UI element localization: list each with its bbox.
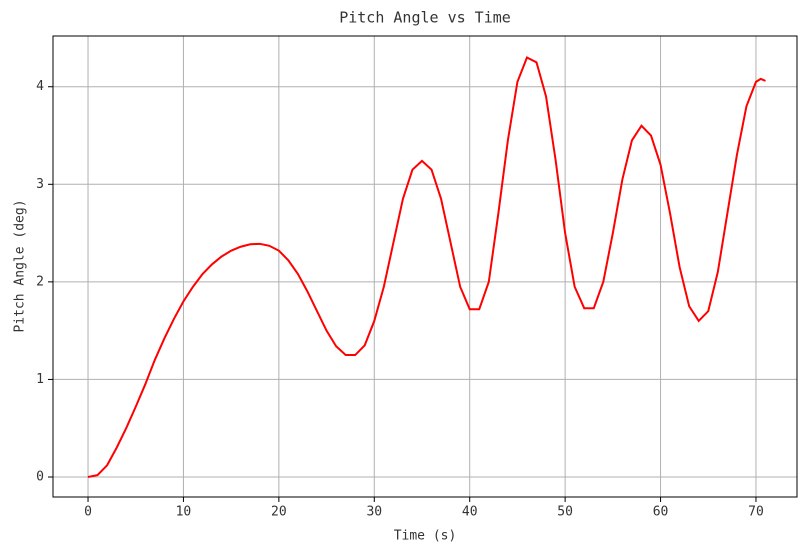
x-tick-label: 10: [176, 505, 192, 520]
x-axis-label: Time (s): [394, 529, 457, 544]
x-tick-label: 20: [271, 505, 287, 520]
y-tick-label: 1: [36, 372, 44, 387]
x-tick-label: 70: [748, 505, 764, 520]
x-tick-label: 40: [462, 505, 478, 520]
x-tick-label: 50: [557, 505, 573, 520]
x-tick-label: 60: [653, 505, 669, 520]
y-tick-label: 2: [36, 274, 44, 289]
x-tick-label: 0: [84, 505, 92, 520]
y-axis-label: Pitch Angle (deg): [13, 199, 28, 332]
x-tick-label: 30: [366, 505, 382, 520]
plot-frame: [52, 35, 798, 498]
chart-title: Pitch Angle vs Time: [339, 9, 511, 27]
y-tick-label: 3: [36, 177, 44, 192]
y-tick-label: 0: [36, 469, 44, 484]
data-line: [87, 56, 766, 478]
y-tick-label: 4: [36, 79, 44, 94]
